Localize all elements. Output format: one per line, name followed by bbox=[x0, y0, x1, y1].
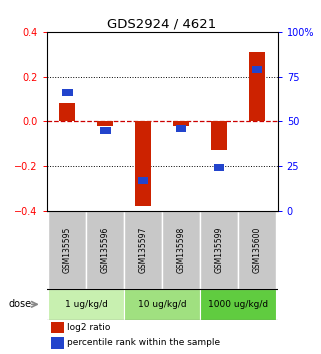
Text: log2 ratio: log2 ratio bbox=[67, 323, 111, 332]
Text: GSM135597: GSM135597 bbox=[139, 227, 148, 273]
Bar bbox=[162, 211, 200, 289]
Bar bbox=[86, 211, 124, 289]
Bar bbox=[135, 121, 151, 206]
Bar bbox=[124, 289, 200, 320]
Bar bbox=[97, 121, 113, 126]
Text: 1000 ug/kg/d: 1000 ug/kg/d bbox=[208, 300, 268, 309]
Bar bbox=[252, 66, 262, 73]
Bar bbox=[200, 289, 276, 320]
Text: GSM135598: GSM135598 bbox=[177, 227, 186, 273]
Bar bbox=[138, 177, 149, 184]
Text: percentile rank within the sample: percentile rank within the sample bbox=[67, 338, 221, 347]
Bar bbox=[51, 337, 64, 349]
Bar bbox=[59, 103, 75, 121]
Text: dose: dose bbox=[8, 299, 31, 309]
Text: GSM135596: GSM135596 bbox=[101, 227, 110, 273]
Text: GSM135599: GSM135599 bbox=[214, 227, 223, 273]
Text: 1 ug/kg/d: 1 ug/kg/d bbox=[65, 300, 108, 309]
Text: 10 ug/kg/d: 10 ug/kg/d bbox=[138, 300, 187, 309]
Bar bbox=[48, 289, 124, 320]
Bar bbox=[48, 211, 86, 289]
Bar bbox=[176, 125, 187, 132]
Bar bbox=[62, 89, 73, 96]
Bar bbox=[238, 211, 276, 289]
Bar bbox=[200, 211, 238, 289]
Bar bbox=[124, 211, 162, 289]
Bar bbox=[211, 121, 227, 150]
Bar bbox=[214, 165, 224, 171]
Bar bbox=[51, 321, 64, 333]
Title: GDS2924 / 4621: GDS2924 / 4621 bbox=[108, 18, 217, 31]
Bar bbox=[173, 121, 189, 126]
Text: GSM135595: GSM135595 bbox=[63, 227, 72, 273]
Text: GSM135600: GSM135600 bbox=[252, 227, 261, 273]
Bar bbox=[249, 52, 265, 121]
Bar bbox=[100, 127, 110, 133]
